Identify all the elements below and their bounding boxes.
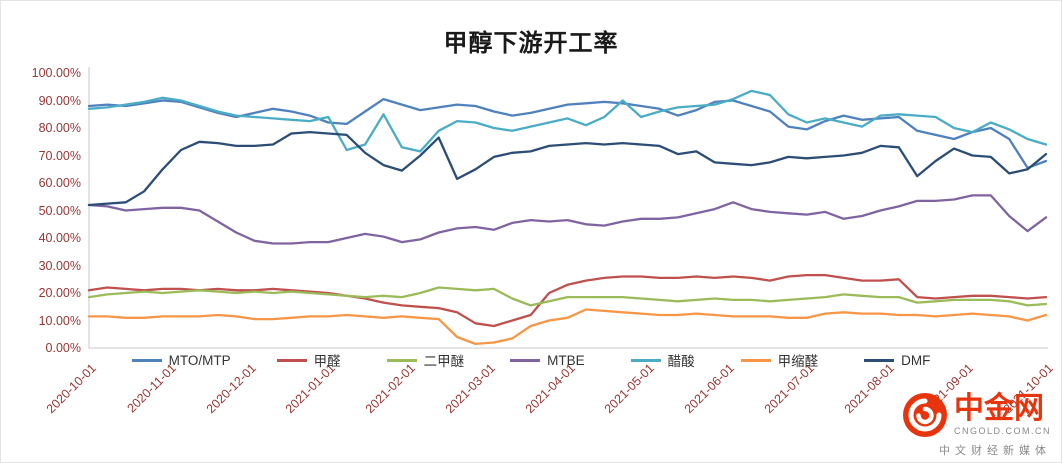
y-axis-tick-label: 90.00% (38, 93, 81, 108)
legend-label: 甲醛 (313, 354, 341, 369)
legend-item-MTO/MTP: MTO/MTP (131, 352, 231, 368)
chart-title: 甲醇下游开工率 (443, 30, 619, 57)
legend-label: 甲缩醛 (777, 354, 819, 369)
legend-swatch (864, 358, 895, 362)
legend-label: 醋酸 (667, 354, 695, 369)
chart-legend: MTO/MTP 甲醛 二甲醚 MTBE 醋酸 甲缩醛 DMF (71, 350, 991, 370)
legend-item-二甲醚: 二甲醚 (386, 350, 465, 370)
series-line-甲醛 (87, 273, 1048, 328)
legend-label: DMF (901, 352, 931, 368)
y-axis-tick-label: 10.00% (38, 313, 81, 328)
legend-item-MTBE: MTBE (510, 353, 585, 368)
y-axis-tick-label: 40.00% (38, 231, 81, 245)
series-line-MTBE (87, 194, 1048, 245)
series-line-甲缩醛 (87, 308, 1048, 346)
legend-swatch (510, 358, 541, 362)
legend-item-醋酸: 醋酸 (630, 350, 695, 370)
series-line-DMF (87, 130, 1048, 207)
legend-swatch (740, 358, 771, 362)
cngold-logo-icon (902, 393, 947, 437)
y-axis-tick-label: 80.00% (38, 121, 81, 135)
watermark: 中金网 CNGOLD.COM.CN 中文财经新媒体 (902, 392, 1051, 458)
legend-swatch (630, 358, 661, 362)
legend-label: 二甲醚 (423, 354, 465, 369)
watermark-brand: 中金网 (953, 392, 1044, 425)
y-axis-tick-label: 30.00% (38, 258, 81, 273)
series-line-MTO/MTP (87, 97, 1048, 170)
legend-item-甲醛: 甲醛 (276, 350, 341, 370)
y-axis-tick-label: 20.00% (38, 286, 81, 300)
legend-swatch (131, 358, 162, 362)
y-axis-tick-label: 60.00% (38, 176, 81, 190)
watermark-domain: CNGOLD.COM.CN (953, 426, 1051, 436)
legend-swatch (276, 358, 307, 362)
legend-swatch (386, 358, 417, 362)
legend-item-DMF: DMF (864, 353, 930, 368)
legend-label: MTO/MTP (168, 352, 231, 368)
y-axis-tick-label: 70.00% (38, 148, 81, 163)
series-line-二甲醚 (87, 286, 1048, 307)
y-axis-tick-label: 0.00% (45, 341, 81, 355)
legend-label: MTBE (547, 352, 585, 368)
watermark-tagline: 中文财经新媒体 (939, 445, 1051, 457)
series-line-醋酸 (87, 89, 1048, 153)
legend-item-甲缩醛: 甲缩醛 (740, 350, 819, 370)
y-axis-tick-label: 100.00% (31, 66, 81, 80)
axis-lines (88, 67, 1048, 349)
y-axis-tick-label: 50.00% (38, 203, 81, 218)
